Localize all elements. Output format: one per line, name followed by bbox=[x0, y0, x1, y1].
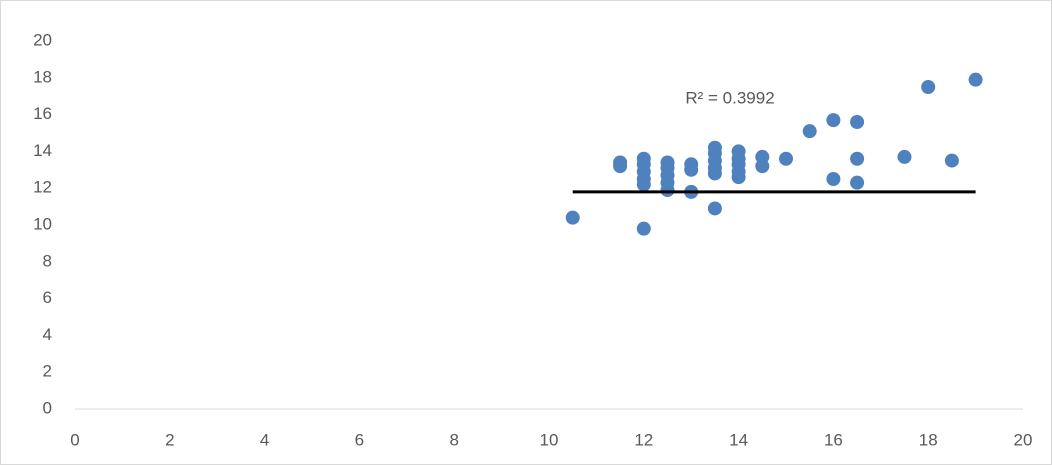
trendline-annotation: R² = 0.3992 bbox=[685, 88, 774, 107]
scatter-point bbox=[850, 151, 865, 166]
scatter-point bbox=[636, 177, 651, 192]
y-tick-label: 16 bbox=[33, 104, 52, 123]
scatter-point bbox=[826, 172, 841, 186]
scatter-point bbox=[636, 221, 651, 236]
scatter-point bbox=[613, 159, 628, 174]
x-tick-label: 20 bbox=[1014, 430, 1033, 449]
x-tick-label: 0 bbox=[70, 430, 79, 449]
scatter-point bbox=[850, 114, 865, 129]
y-tick-label: 10 bbox=[33, 214, 52, 233]
scatter-point bbox=[826, 113, 841, 128]
x-tick-label: 18 bbox=[919, 430, 938, 449]
x-tick-label: 8 bbox=[449, 430, 458, 449]
scatter-point bbox=[802, 124, 817, 139]
x-tick-label: 10 bbox=[540, 430, 559, 449]
y-tick-label: 20 bbox=[33, 30, 52, 49]
scatter-point bbox=[968, 72, 983, 87]
scatter-point bbox=[779, 151, 793, 166]
scatter-point bbox=[684, 162, 699, 177]
scatter-point bbox=[660, 183, 675, 198]
y-tick-label: 12 bbox=[33, 178, 52, 197]
scatter-point bbox=[707, 201, 722, 216]
x-tick-label: 14 bbox=[729, 430, 748, 449]
scatter-point bbox=[755, 159, 770, 174]
y-tick-label: 8 bbox=[43, 251, 52, 270]
x-tick-label: 6 bbox=[355, 430, 364, 449]
scatter-point bbox=[850, 175, 865, 190]
x-tick-label: 2 bbox=[165, 430, 174, 449]
y-tick-label: 6 bbox=[43, 288, 52, 307]
y-tick-label: 18 bbox=[33, 67, 52, 86]
scatter-point bbox=[897, 149, 912, 164]
scatter-point bbox=[565, 210, 580, 225]
y-tick-label: 0 bbox=[43, 398, 52, 417]
x-tick-label: 16 bbox=[824, 430, 843, 449]
scatter-point bbox=[731, 170, 746, 185]
scatter-point bbox=[707, 166, 722, 181]
x-tick-label: 4 bbox=[260, 430, 269, 449]
scatter-point bbox=[944, 153, 959, 168]
y-tick-label: 4 bbox=[43, 325, 52, 344]
y-tick-label: 2 bbox=[43, 362, 52, 381]
y-tick-label: 14 bbox=[33, 141, 52, 160]
scatter-point bbox=[921, 80, 936, 94]
x-tick-label: 12 bbox=[634, 430, 653, 449]
